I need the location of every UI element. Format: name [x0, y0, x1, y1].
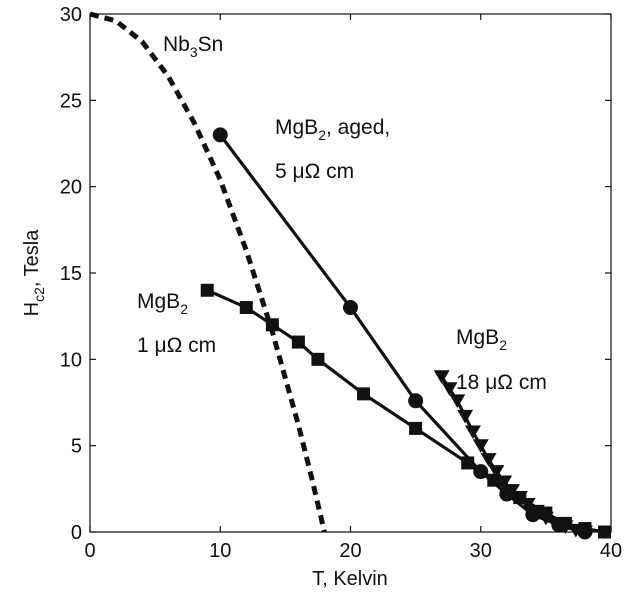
data-point-triangle	[504, 484, 521, 498]
annotation-18uohm-b: 2	[499, 337, 507, 353]
data-point-triangle	[457, 409, 474, 424]
y-tick-label: 25	[60, 90, 82, 112]
annotation-aged-c: , aged,	[326, 116, 390, 139]
x-tick-label: 0	[84, 540, 95, 562]
y-axis-title: Hc2, Tesla	[21, 229, 47, 317]
plot-frame	[89, 13, 612, 533]
annotation-18uohm-line1: MgB2	[456, 326, 507, 353]
data-point-circle	[343, 300, 358, 316]
data-point-triangle	[488, 465, 505, 479]
series-4	[433, 370, 593, 540]
data-point-square	[357, 387, 371, 401]
y-axis-title-main: H	[21, 302, 43, 316]
data-point-triangle	[480, 453, 497, 467]
data-point-square	[311, 352, 325, 366]
series-3	[200, 283, 611, 539]
data-point-circle	[408, 393, 424, 409]
annotation-nb3sn-a: Nb	[163, 33, 190, 56]
data-point-triangle	[557, 520, 574, 535]
y-axis-title-sub: c2	[31, 287, 47, 302]
data-point-triangle	[441, 382, 458, 396]
x-tick-label: 10	[209, 540, 231, 562]
annotation-aged-a: MgB	[275, 116, 318, 139]
data-point-circle	[212, 127, 228, 143]
series-1-line	[89, 11, 327, 533]
y-tick-label: 10	[60, 349, 82, 371]
y-tick-label: 30	[60, 4, 82, 26]
y-tick-label: 5	[71, 436, 82, 458]
x-tick-label: 40	[600, 540, 622, 562]
y-tick-label: 15	[60, 263, 82, 285]
y-axis-title-rest: , Tesla	[21, 229, 43, 287]
x-axis-title: T, Kelvin	[312, 568, 388, 590]
data-point-triangle	[519, 497, 536, 512]
annotation-18uohm-a: MgB	[456, 326, 499, 349]
y-tick-label: 0	[71, 522, 82, 544]
annotation-aged-line1: MgB2, aged,	[275, 116, 390, 143]
data-point-square	[265, 318, 279, 332]
data-point-triangle	[546, 516, 563, 531]
data-point-triangle	[537, 511, 554, 526]
annotation-nb3sn-b: 3	[190, 44, 198, 60]
plot-layer	[89, 11, 611, 540]
series-2	[212, 127, 593, 540]
data-point-square	[409, 421, 423, 435]
data-point-square	[461, 456, 475, 470]
annotation-nb3sn: Nb3Sn	[163, 33, 223, 60]
annotation-1uohm-b: 2	[180, 301, 188, 317]
data-point-square	[291, 335, 305, 349]
annotation-aged-line2: 5 μΩ cm	[275, 160, 354, 183]
x-tick-label: 20	[339, 540, 361, 562]
data-point-triangle	[511, 491, 528, 505]
data-point-triangle	[472, 439, 489, 453]
data-point-triangle	[496, 475, 513, 490]
data-point-triangle	[528, 504, 545, 519]
annotation-1uohm-line2: 1 μΩ cm	[137, 334, 216, 357]
data-point-square	[239, 301, 253, 315]
x-tick-label: 30	[470, 540, 492, 562]
annotation-1uohm-line1: MgB2	[137, 290, 188, 317]
data-point-triangle	[449, 394, 466, 408]
annotation-nb3sn-c: Sn	[198, 33, 224, 56]
tick-layer: 0 10 20 30 40 0 5 10 15 20 25 30	[60, 4, 622, 562]
series-1	[89, 11, 327, 533]
y-tick-label: 20	[60, 177, 82, 199]
data-point-square	[200, 283, 214, 297]
data-point-triangle	[464, 425, 481, 440]
data-point-triangle	[433, 370, 450, 384]
annotation-1uohm-a: MgB	[137, 290, 180, 313]
annotation-aged-b: 2	[318, 127, 326, 143]
annotation-18uohm-line2: 18 μΩ cm	[456, 371, 547, 394]
